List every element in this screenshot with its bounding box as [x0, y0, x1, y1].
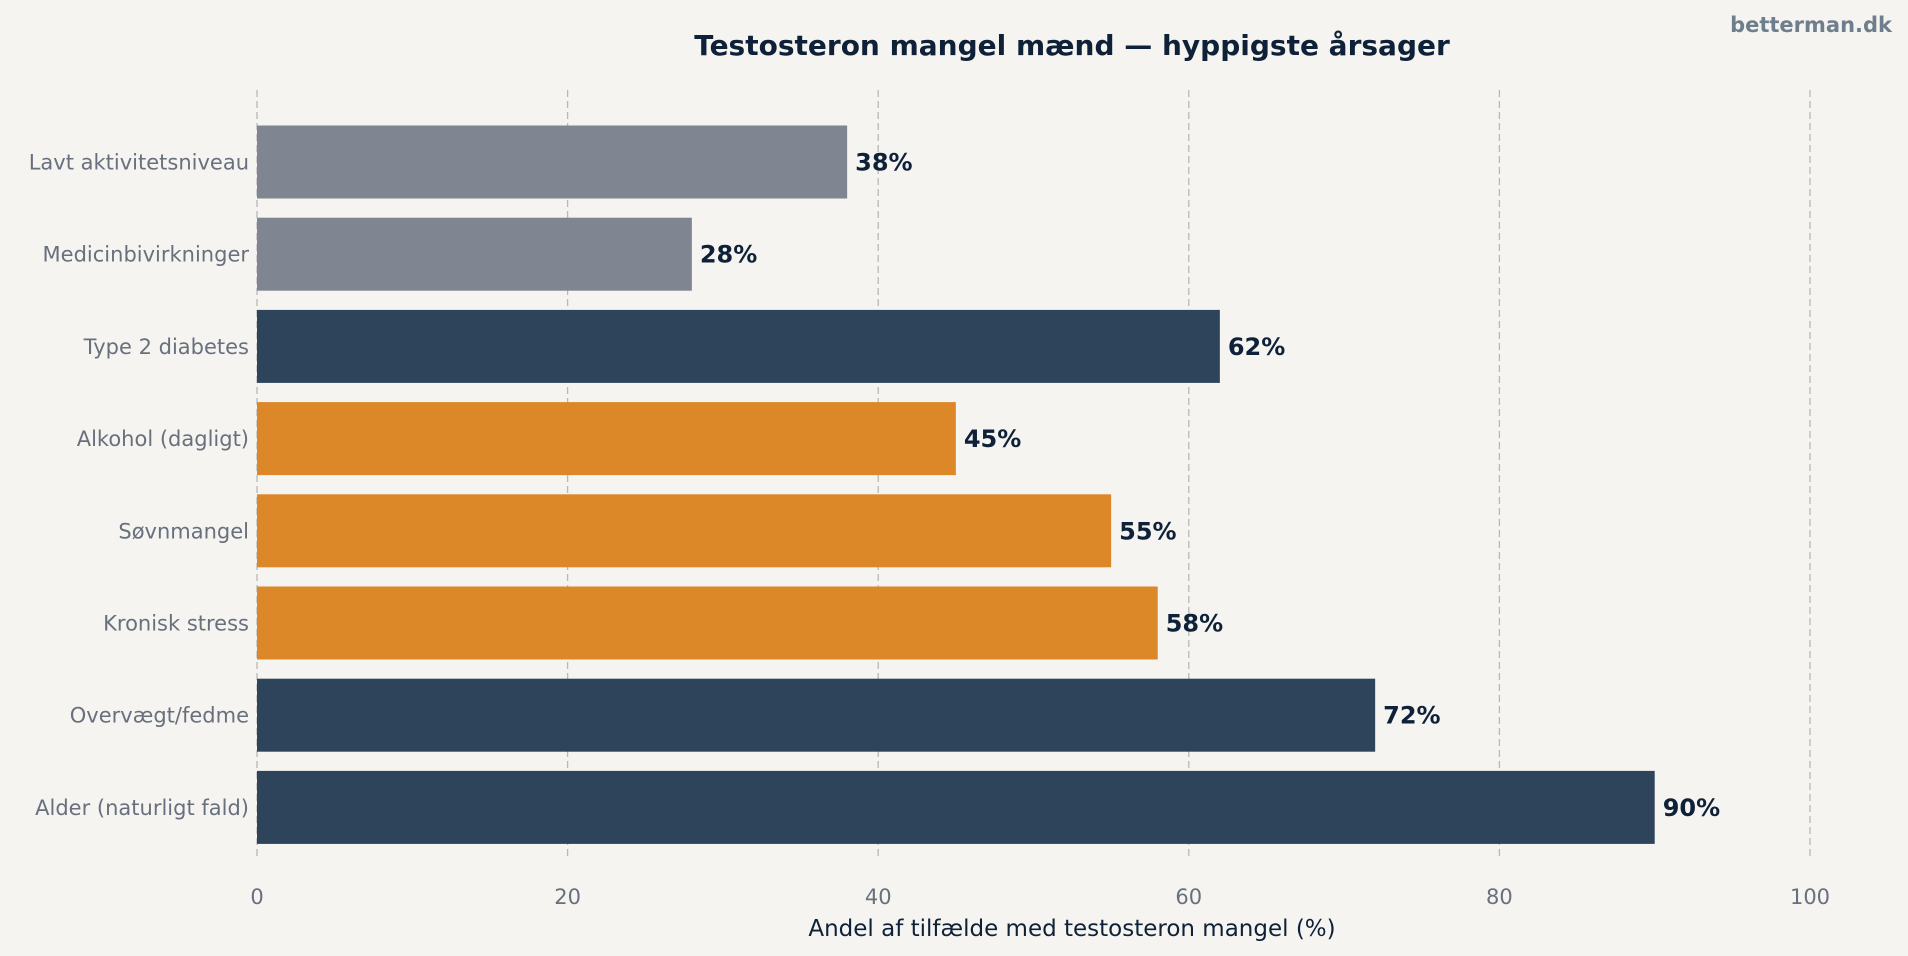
value-label-8: 90% [1663, 794, 1720, 822]
bar-3 [257, 309, 1220, 383]
category-label-7: Overvægt/fedme [70, 704, 249, 728]
category-label-3: Type 2 diabetes [83, 335, 249, 359]
value-label-2: 28% [700, 241, 757, 269]
x-axis-title: Andel af tilfælde med testosteron mangel… [808, 916, 1335, 942]
x-tick-labels: 0 20 40 60 80 100 [250, 885, 1830, 909]
x-tick-label-40: 40 [865, 885, 892, 909]
bar-5 [257, 494, 1112, 568]
x-tick-label-60: 60 [1175, 885, 1202, 909]
bar-6 [257, 586, 1158, 660]
category-label-4: Alkohol (dagligt) [77, 427, 249, 451]
value-label-4: 45% [964, 425, 1021, 453]
category-labels: Lavt aktivitetsniveau Medicinbivirkninger… [29, 151, 250, 820]
watermark-text: betterman.dk [1730, 13, 1893, 37]
value-label-7: 72% [1383, 702, 1440, 730]
value-labels: 38% 28% 62% 45% 55% 58% 72% 90% [700, 149, 1720, 822]
category-label-6: Kronisk stress [103, 612, 249, 636]
x-tick-label-20: 20 [554, 885, 581, 909]
bar-1 [257, 125, 848, 199]
value-label-1: 38% [855, 149, 912, 177]
value-label-5: 55% [1119, 517, 1176, 545]
bar-2 [257, 217, 692, 291]
x-tick-label-80: 80 [1486, 885, 1513, 909]
value-label-3: 62% [1228, 333, 1285, 361]
x-tick-label-100: 100 [1790, 885, 1830, 909]
bars [257, 125, 1655, 844]
category-label-1: Lavt aktivitetsniveau [29, 151, 249, 175]
bar-7 [257, 678, 1376, 752]
x-tick-label-0: 0 [250, 885, 263, 909]
value-label-6: 58% [1166, 610, 1223, 638]
category-label-2: Medicinbivirkninger [43, 243, 250, 267]
bar-4 [257, 402, 956, 476]
category-label-5: Søvnmangel [118, 519, 249, 543]
bar-8 [257, 770, 1655, 844]
category-label-8: Alder (naturligt fald) [35, 796, 249, 820]
chart-title: Testosteron mangel mænd — hyppigste årsa… [694, 29, 1450, 62]
